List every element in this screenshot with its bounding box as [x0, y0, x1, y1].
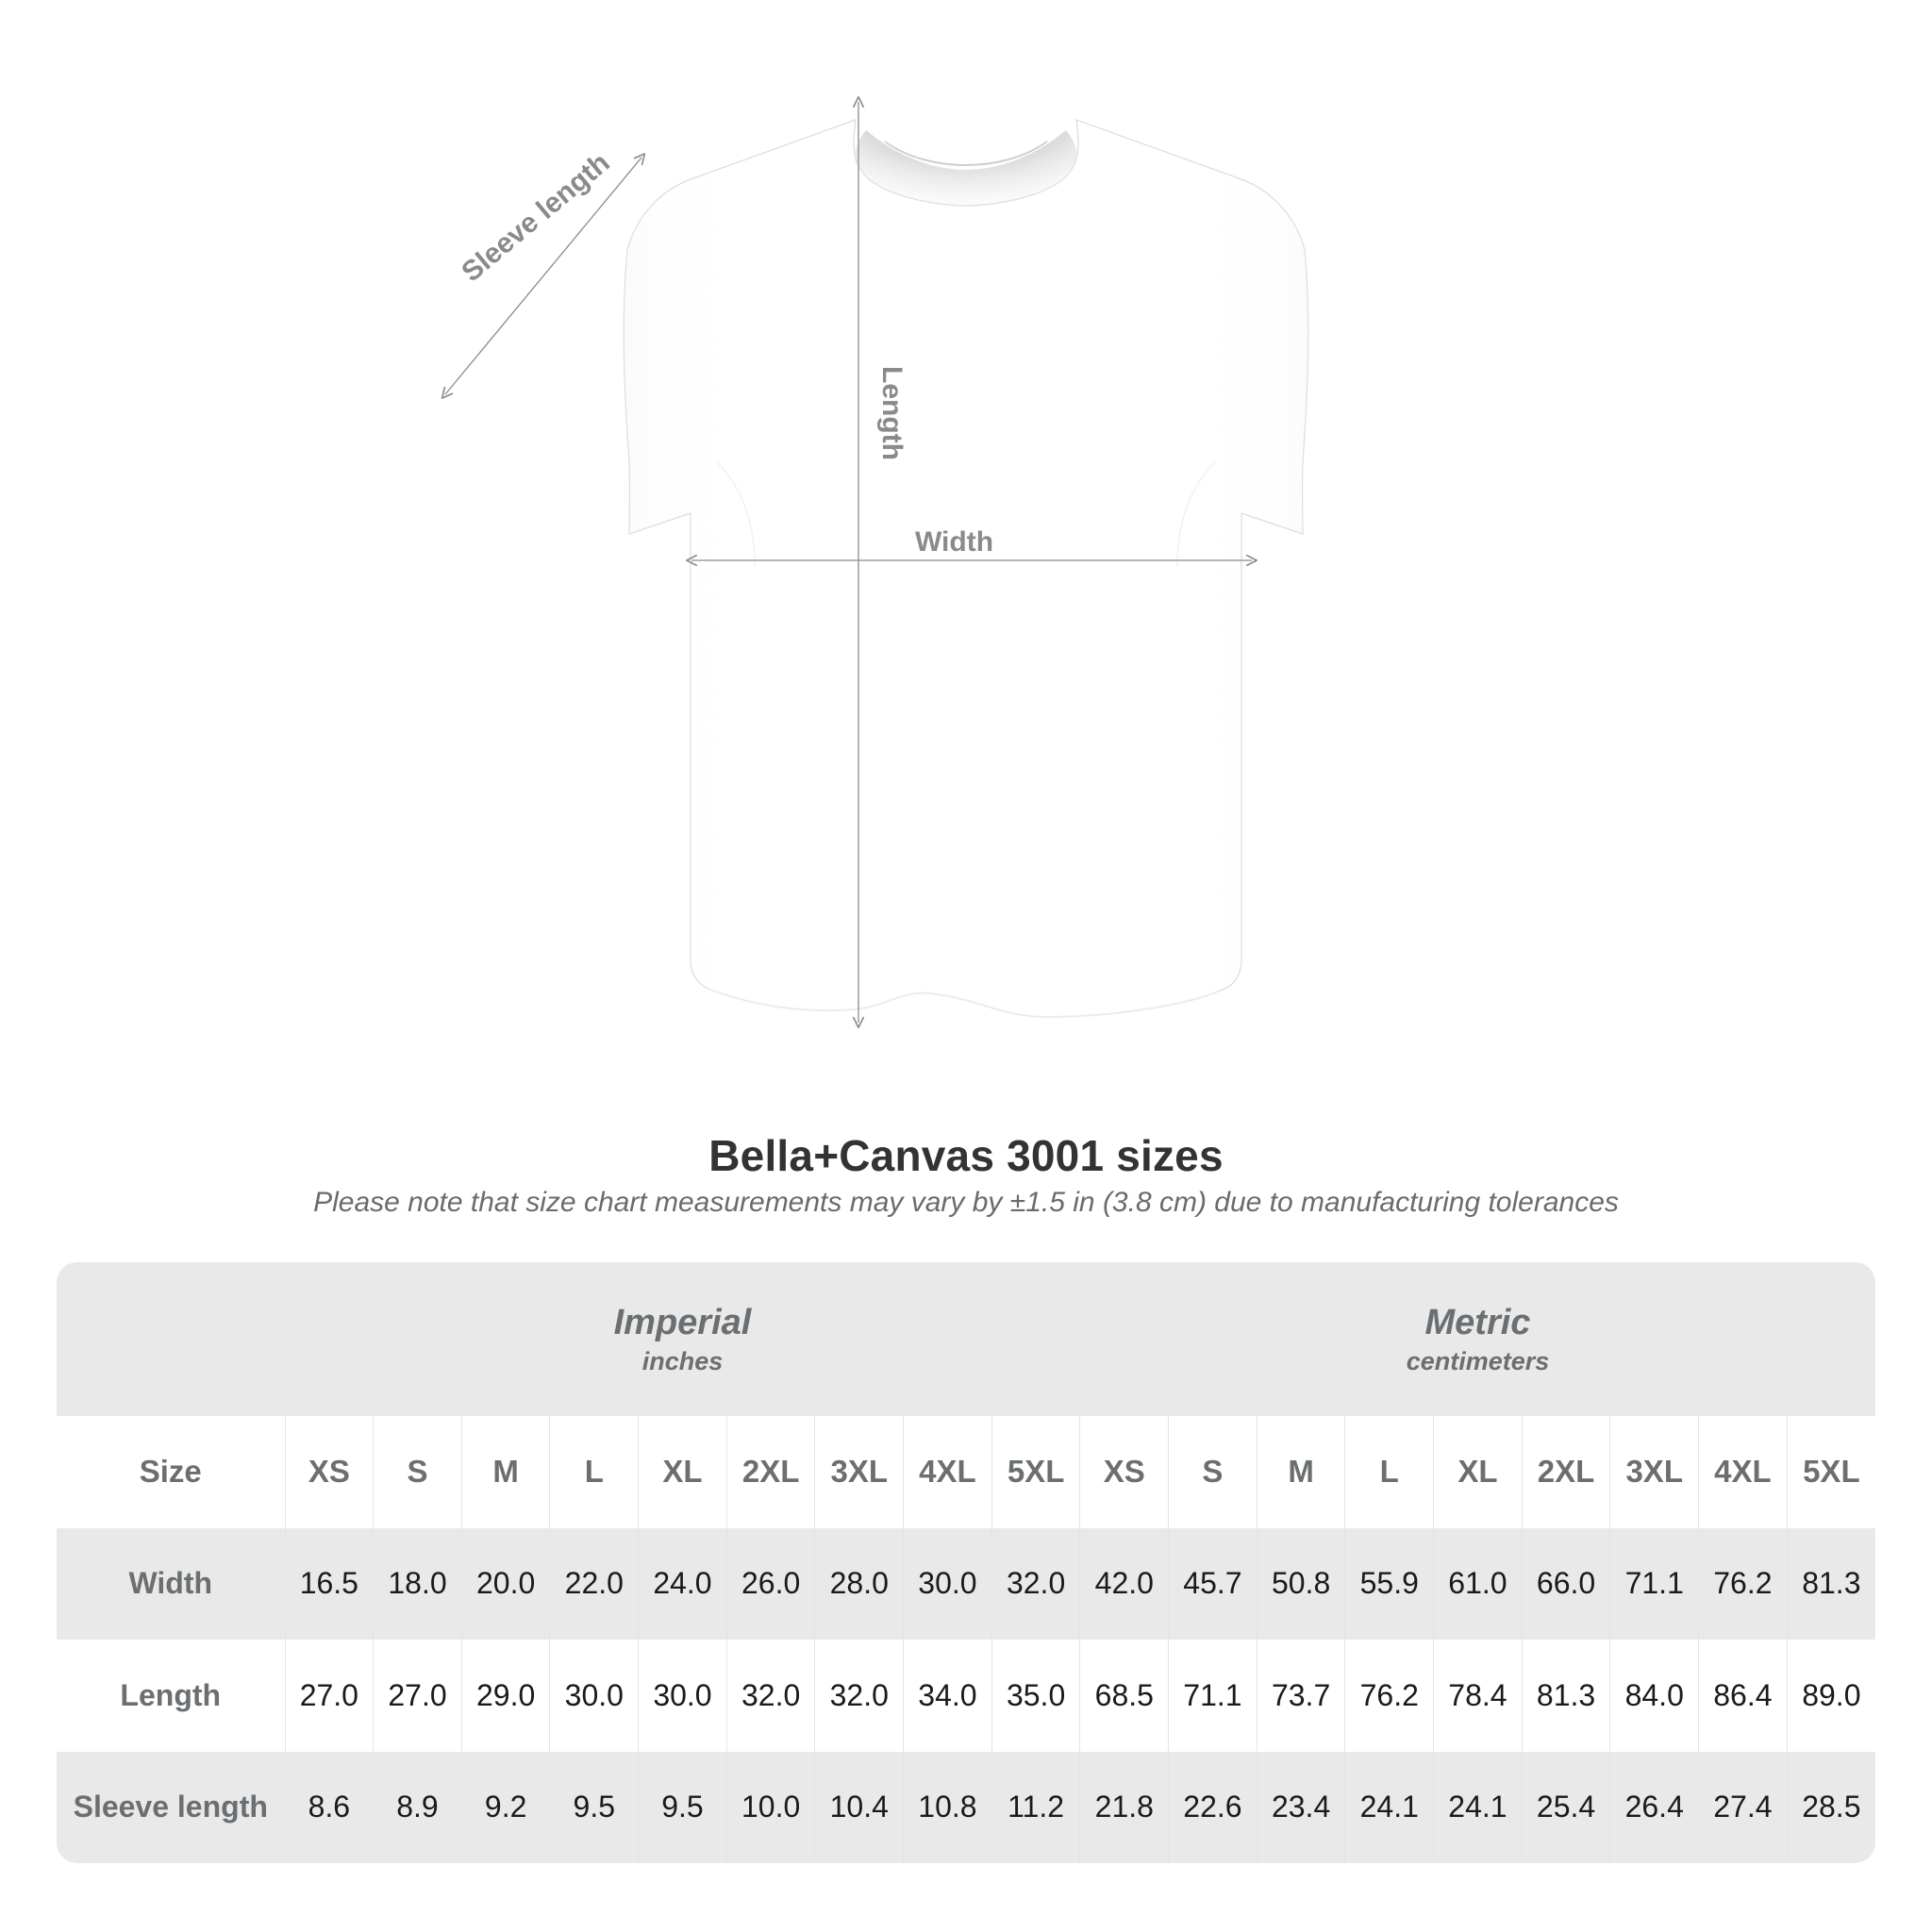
svg-text:Length: Length	[876, 366, 908, 460]
svg-text:Width: Width	[915, 526, 993, 558]
